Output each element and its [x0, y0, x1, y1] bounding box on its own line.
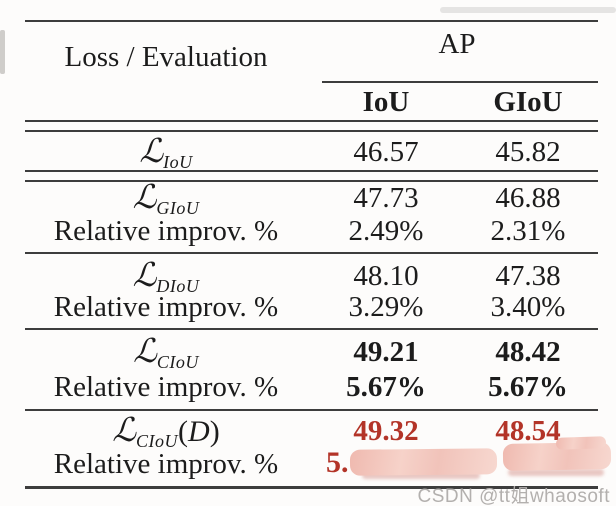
table-rule-top [25, 20, 598, 22]
censored-text-remnant [508, 469, 604, 476]
table-rule [25, 120, 598, 122]
table-row: ℒDIoU 48.10 47.38 [0, 258, 616, 297]
table-row: Relative improv. % 5.67% 5.67% [0, 371, 616, 405]
table-row: ℒIoU 46.57 45.82 [0, 134, 616, 173]
table-rule [25, 180, 598, 182]
cell-value: 46.57 [353, 136, 419, 168]
cell-value: 49.32 [353, 415, 419, 447]
row-label-loss-ciou: ℒCIoU [28, 334, 304, 373]
script-L: ℒ [132, 180, 157, 216]
loss-subscript: CIoU [156, 352, 199, 372]
table-row: Relative improv. % 3.29% 3.40% [0, 291, 616, 325]
cell-value: 3.29% [348, 291, 424, 323]
cell-value: 5.67% [346, 371, 426, 403]
script-L: ℒ [132, 258, 157, 294]
watermark: CSDN @tt姐whaosoft [417, 486, 610, 506]
cell-value: 48.10 [353, 260, 419, 292]
cell-value: 3.40% [490, 291, 566, 323]
script-L: ℒ [112, 413, 137, 449]
censored-value-visible-part: 5. [326, 446, 349, 479]
row-label-improv: Relative improv. % [53, 371, 279, 403]
script-L: ℒ [139, 134, 164, 170]
cell-value: 45.82 [495, 136, 561, 168]
header-col-giou: GIoU [493, 86, 563, 118]
loss-subscript: GIoU [156, 198, 200, 218]
censor-blob [349, 448, 498, 476]
row-label-improv: Relative improv. % [53, 291, 279, 323]
cell-value: 5.67% [488, 371, 568, 403]
cell-value: 48.54 [495, 415, 561, 447]
table-row: Relative improv. % 2.49% 2.31% [0, 215, 616, 249]
loss-subscript: DIoU [156, 276, 200, 296]
loss-suffix: (D) [178, 415, 220, 448]
photo-artifact-streak [440, 7, 616, 13]
cell-value: 2.31% [490, 215, 566, 247]
table-rule [25, 170, 598, 172]
loss-subscript: IoU [163, 152, 193, 172]
script-L: ℒ [133, 334, 157, 370]
cell-value: 2.49% [348, 215, 424, 247]
photo-artifact-mark [0, 30, 5, 74]
censor-blob [555, 436, 607, 450]
cell-value: 47.38 [495, 260, 561, 292]
row-label-loss-ciou-d: ℒCIoU(D) [28, 413, 304, 452]
table-rule [25, 328, 598, 330]
cell-value: 49.21 [353, 336, 419, 368]
header-col-iou: IoU [362, 86, 410, 118]
header-loss-evaluation: Loss / Evaluation [64, 41, 268, 73]
table-row: Relative improv. % [0, 448, 616, 482]
row-label-loss-iou: ℒIoU [28, 134, 304, 173]
header-ap-group: AP [438, 28, 476, 60]
row-label-loss-diou: ℒDIoU [28, 258, 304, 297]
table-row: ℒCIoU 49.21 48.42 [0, 334, 616, 373]
table-rule [25, 130, 598, 132]
table-rule-ap-span [322, 81, 598, 83]
table-rule [25, 409, 598, 411]
censored-text-remnant [362, 472, 480, 479]
table-row: ℒGIoU 47.73 46.88 [0, 180, 616, 219]
row-label-improv: Relative improv. % [53, 215, 279, 247]
row-label-loss-giou: ℒGIoU [28, 180, 304, 219]
loss-subscript: CIoU [136, 431, 179, 451]
cell-value: 47.73 [353, 182, 419, 214]
table-rule-bottom [25, 486, 598, 489]
table-rule [25, 252, 598, 254]
cell-value: 46.88 [495, 182, 561, 214]
table-row: ℒCIoU(D) 49.32 48.54 [0, 413, 616, 452]
cell-value: 48.42 [495, 336, 561, 368]
row-label-improv: Relative improv. % [53, 448, 279, 480]
